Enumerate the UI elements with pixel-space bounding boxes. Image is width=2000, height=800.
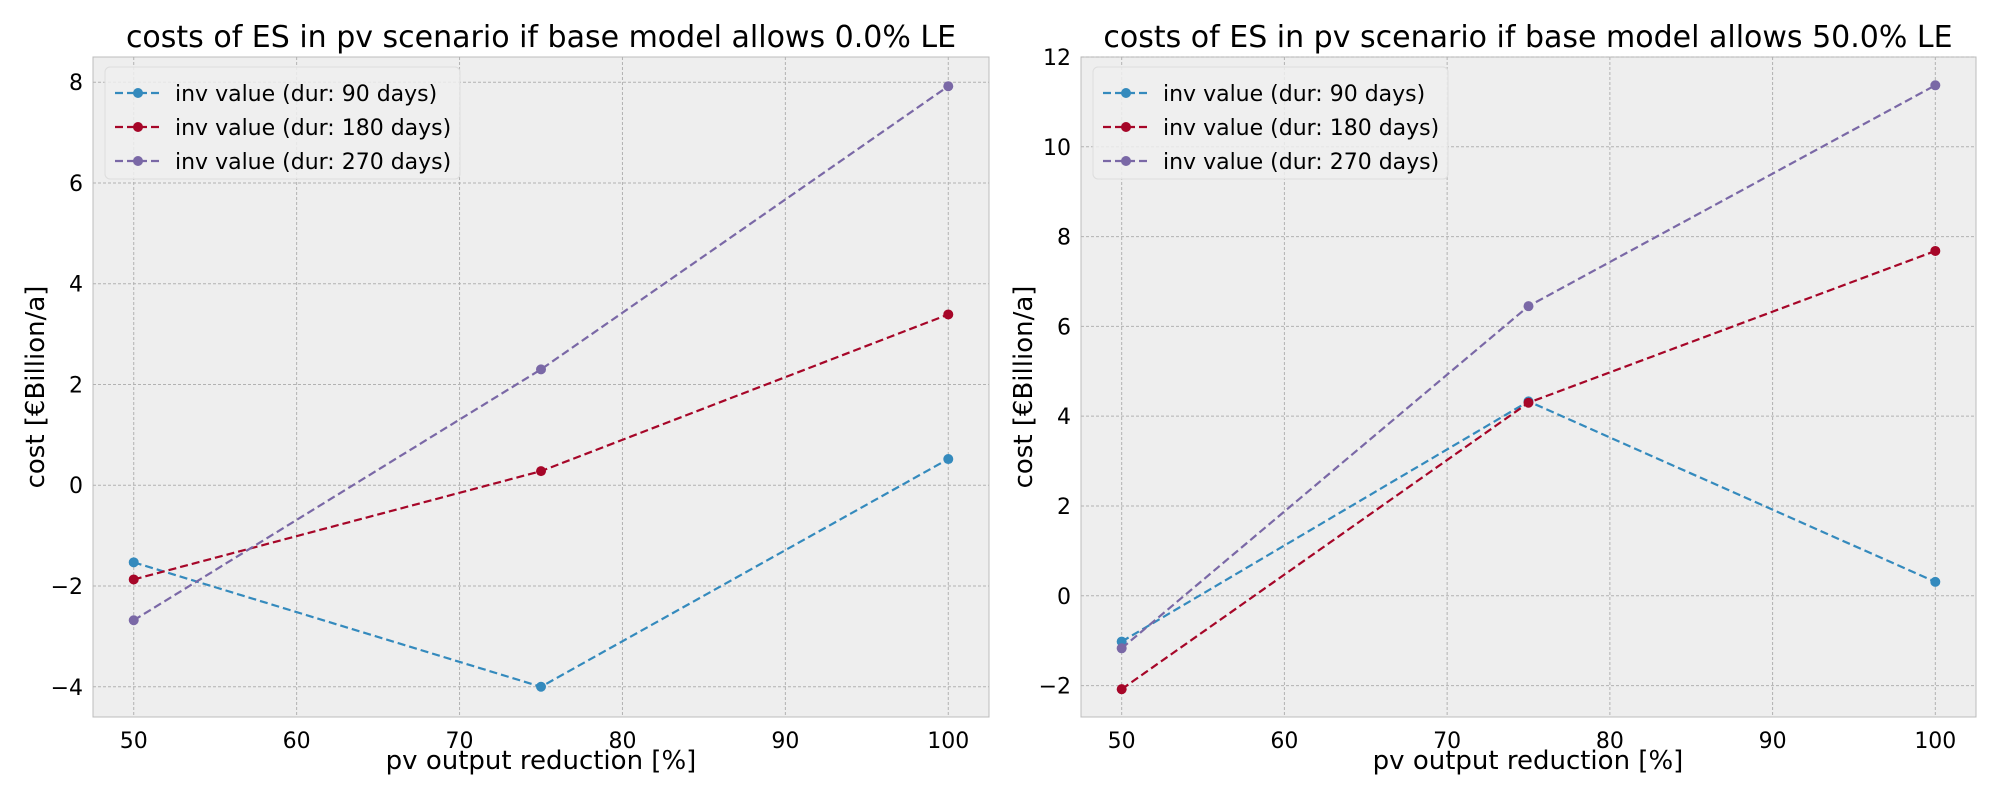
chart-panel-left: costs of ES in pv scenario if base model… <box>21 20 990 776</box>
y-tick-label: −2 <box>1039 675 1071 700</box>
legend-label: inv value (dur: 180 days) <box>175 116 451 141</box>
y-axis-label: cost [€Billion/a] <box>1009 286 1039 489</box>
y-tick-label: 10 <box>1043 136 1071 161</box>
legend-label: inv value (dur: 90 days) <box>175 82 437 107</box>
y-tick-label: 0 <box>69 474 83 499</box>
y-tick-label: 6 <box>69 172 83 197</box>
series-line <box>133 85 949 622</box>
x-tick-label: 50 <box>120 729 148 754</box>
y-tick-label: 6 <box>1057 315 1071 340</box>
data-point <box>1930 576 1941 587</box>
y-tick-label: 12 <box>1043 46 1071 71</box>
legend-item: inv value (dur: 180 days) <box>115 116 451 141</box>
y-tick-label: 8 <box>1057 226 1071 251</box>
data-point <box>128 615 139 626</box>
data-point <box>1116 643 1127 654</box>
chart-title: costs of ES in pv scenario if base model… <box>126 20 956 55</box>
x-tick-label: 90 <box>771 729 799 754</box>
y-tick-label: −2 <box>51 575 83 600</box>
y-tick-label: 2 <box>69 373 83 398</box>
y-axis-label: cost [€Billion/a] <box>21 286 51 489</box>
data-point <box>128 574 139 585</box>
data-point <box>1523 397 1534 408</box>
data-point <box>536 364 546 375</box>
x-tick-label: 70 <box>1433 729 1461 754</box>
data-point <box>1116 684 1127 695</box>
data-point <box>943 309 954 320</box>
y-tick-label: −4 <box>51 676 83 701</box>
legend-marker <box>133 88 143 98</box>
x-axis-label: pv output reduction [%] <box>1373 746 1684 776</box>
x-tick-label: 60 <box>1270 729 1298 754</box>
series-3 <box>1116 80 1941 654</box>
x-tick-label: 80 <box>608 729 636 754</box>
data-point <box>536 681 546 692</box>
legend-item: inv value (dur: 90 days) <box>115 82 437 107</box>
data-point <box>536 466 546 477</box>
y-tick-label: 8 <box>69 71 83 96</box>
legend-item: inv value (dur: 180 days) <box>1103 116 1439 141</box>
data-point <box>943 454 954 465</box>
legend-marker <box>133 156 143 166</box>
data-point <box>943 81 954 92</box>
legend-label: inv value (dur: 90 days) <box>1163 82 1425 107</box>
series-1 <box>128 454 954 692</box>
legend-frame <box>104 66 461 180</box>
legend: inv value (dur: 90 days) inv value (dur: … <box>1092 66 1449 180</box>
legend-frame <box>1092 66 1449 180</box>
y-tick-label: 0 <box>1057 585 1071 610</box>
x-tick-label: 80 <box>1596 729 1624 754</box>
legend-marker <box>1121 122 1131 132</box>
legend-marker <box>1121 156 1131 166</box>
series-2 <box>1116 245 1941 695</box>
y-tick-label: 4 <box>69 273 83 298</box>
legend: inv value (dur: 90 days) inv value (dur: … <box>104 66 461 180</box>
chart-panel-right: costs of ES in pv scenario if base model… <box>1009 20 1977 776</box>
series-3 <box>128 81 954 626</box>
data-point <box>1930 245 1941 256</box>
y-tick-label: 4 <box>1057 405 1071 430</box>
data-point <box>1930 80 1941 91</box>
x-tick-label: 90 <box>1759 729 1787 754</box>
legend-marker <box>133 122 143 132</box>
legend-item: inv value (dur: 90 days) <box>1103 82 1425 107</box>
x-tick-label: 60 <box>283 729 311 754</box>
data-point <box>128 557 139 568</box>
x-tick-label: 100 <box>1914 729 1956 754</box>
legend-item: inv value (dur: 270 days) <box>115 150 451 175</box>
legend-marker <box>1121 88 1131 98</box>
legend-label: inv value (dur: 270 days) <box>1163 150 1439 175</box>
legend-label: inv value (dur: 180 days) <box>1163 116 1439 141</box>
legend-item: inv value (dur: 270 days) <box>1103 150 1439 175</box>
data-point <box>1523 301 1534 312</box>
y-tick-label: 2 <box>1057 495 1071 520</box>
grid <box>1081 56 1976 717</box>
x-tick-label: 70 <box>446 729 474 754</box>
series-2 <box>128 309 954 585</box>
chart-title: costs of ES in pv scenario if base model… <box>1103 20 1952 55</box>
x-tick-label: 50 <box>1108 729 1136 754</box>
x-axis-label: pv output reduction [%] <box>386 746 697 776</box>
legend-label: inv value (dur: 270 days) <box>175 150 451 175</box>
x-tick-label: 100 <box>927 729 969 754</box>
